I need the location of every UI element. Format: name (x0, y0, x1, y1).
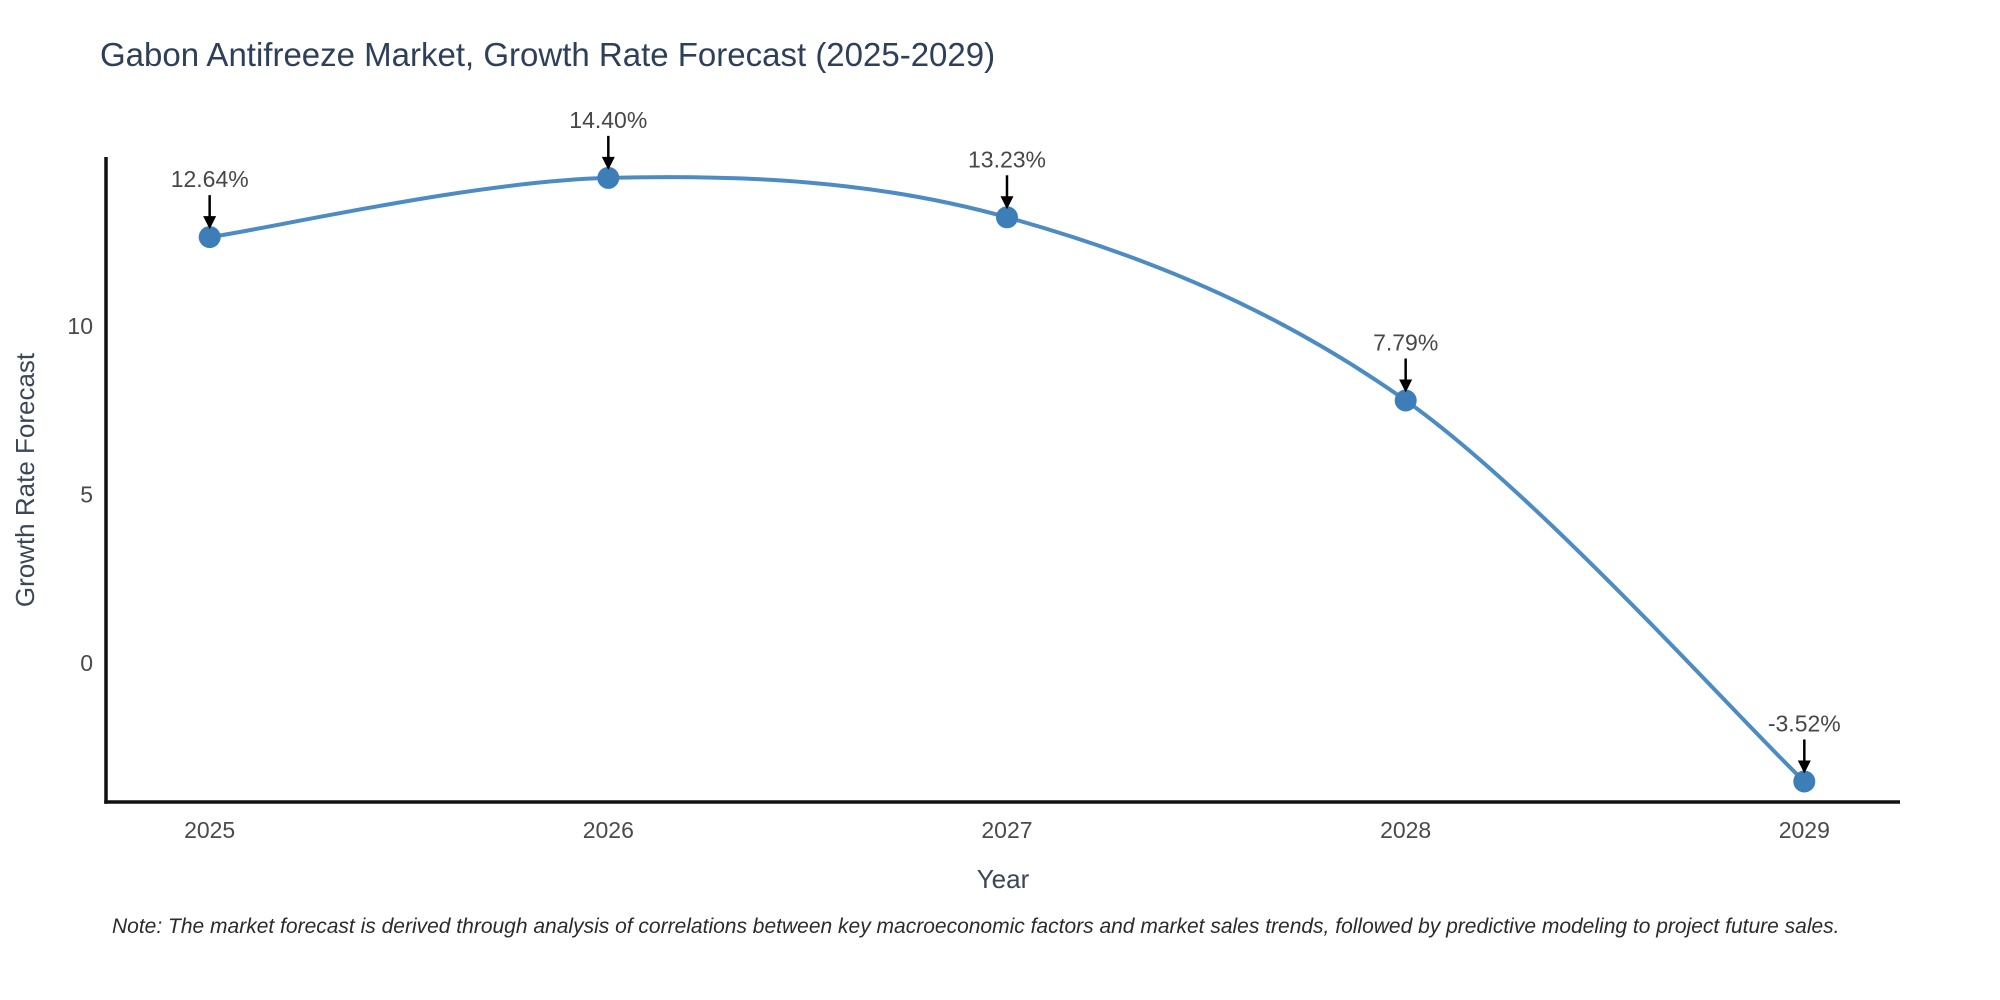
data-point-label: 13.23% (968, 146, 1046, 172)
y-tick-label: 10 (67, 313, 93, 339)
x-tick-label: 2028 (1380, 817, 1431, 843)
data-point-marker (996, 206, 1018, 229)
annotation-arrowhead-icon (1797, 760, 1811, 774)
annotation-arrowhead-icon (1399, 379, 1413, 393)
x-tick-label: 2027 (981, 817, 1032, 843)
data-point-marker (597, 166, 620, 189)
y-tick-label: 0 (80, 650, 93, 676)
data-point-marker (1394, 389, 1417, 412)
annotation-arrowhead-icon (203, 216, 217, 230)
x-tick-label: 2029 (1779, 817, 1830, 843)
annotation-arrowhead-icon (1000, 196, 1014, 210)
x-tick-label: 2026 (583, 817, 634, 843)
x-tick-label: 2025 (184, 817, 235, 843)
data-point-marker (198, 226, 221, 249)
data-point-label: -3.52% (1768, 711, 1841, 737)
data-point-label: 12.64% (171, 166, 249, 192)
chart-title: Gabon Antifreeze Market, Growth Rate For… (100, 36, 995, 73)
data-point-label: 7.79% (1373, 330, 1438, 356)
plot-area: 2025 2026 2027 2028 2029 0 5 10 12.64% 14.40% 13.2… (67, 107, 1900, 843)
y-tick-label: 5 (80, 481, 93, 507)
annotation-arrowhead-icon (601, 156, 615, 170)
x-axis-title: Year (977, 864, 1030, 894)
forecast-line (207, 175, 1807, 784)
y-axis-title: Growth Rate Forecast (10, 352, 40, 607)
footnote: Note: The market forecast is derived thr… (112, 915, 1840, 938)
data-point-label: 14.40% (569, 107, 647, 133)
data-point-marker (1793, 770, 1816, 793)
